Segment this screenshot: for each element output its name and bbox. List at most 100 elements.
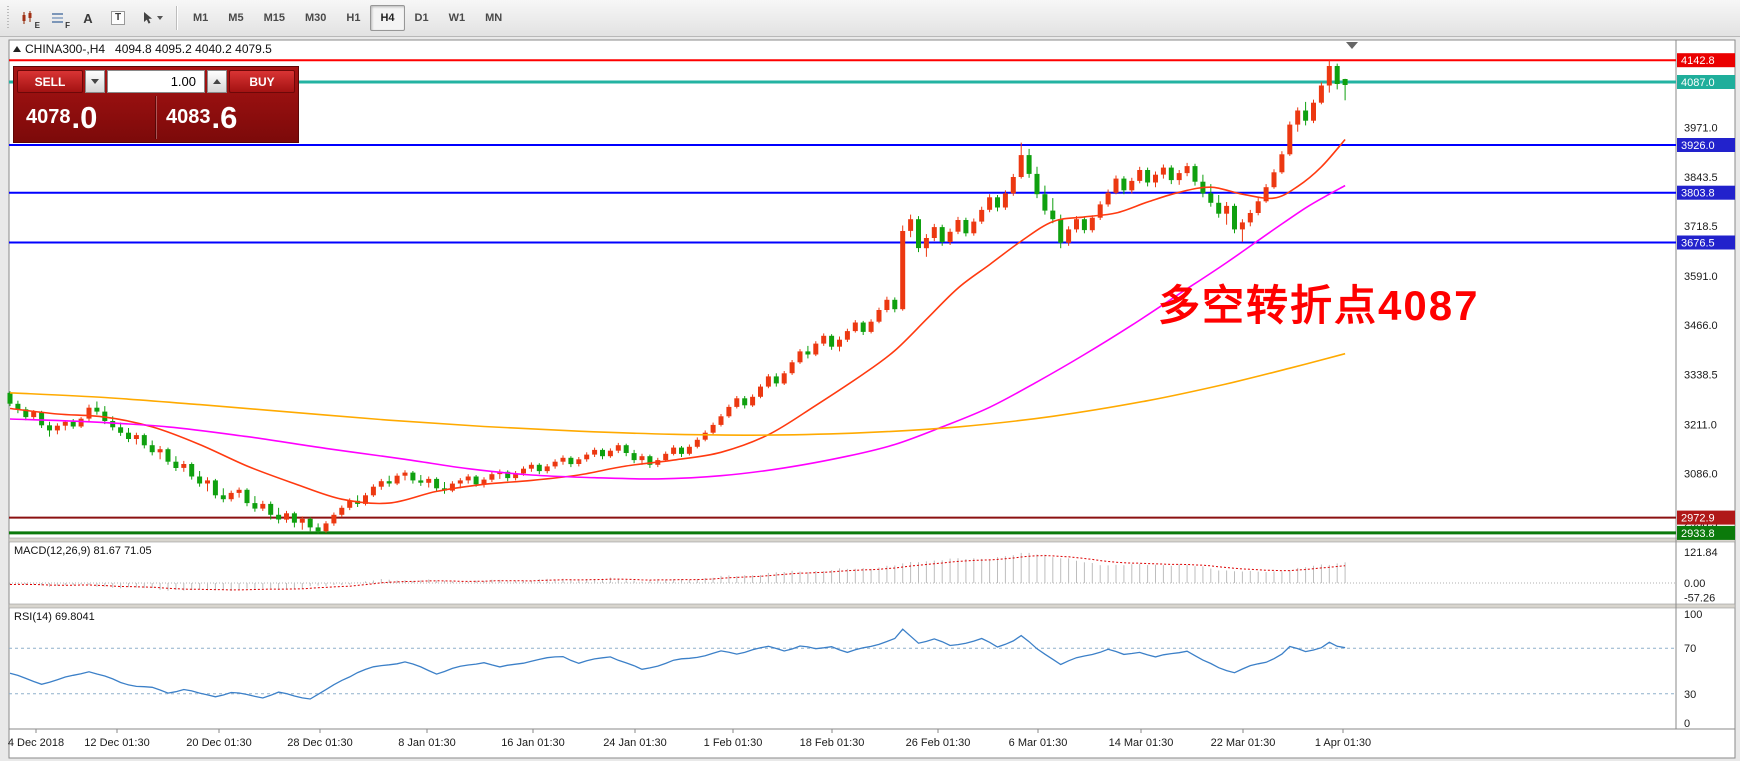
candle-body (386, 481, 392, 484)
candle-body (260, 503, 266, 509)
candle-body (584, 454, 590, 460)
candle-body (465, 476, 471, 481)
candle-body (773, 376, 779, 384)
candle-body (797, 351, 803, 363)
candle-body (1026, 155, 1032, 174)
text-label-icon: A (83, 10, 93, 26)
candle-body (1066, 229, 1072, 243)
candle-body (876, 310, 882, 322)
macd-axis-label: 121.84 (1684, 547, 1718, 559)
macd-signal-line (9, 555, 1346, 591)
candle-body (220, 495, 226, 500)
candle-body (94, 407, 100, 412)
one-click-trading-panel: SELL BUY 4078 .0 4083 .6 (13, 66, 299, 143)
price-badge-label: 2972.9 (1681, 513, 1715, 525)
candle-body (23, 409, 29, 418)
panel-splitter[interactable] (8, 537, 1736, 543)
candle-body (1255, 201, 1261, 213)
candle-body (331, 514, 337, 524)
candle-body (1042, 194, 1048, 211)
cursor-icon (143, 12, 152, 24)
candle-body (15, 403, 21, 410)
candle-body (1113, 178, 1119, 193)
price-display-row: 4078 .0 4083 .6 (17, 96, 295, 139)
price-tick-label: 3591.0 (1684, 271, 1718, 283)
rsi-axis-label: 100 (1684, 609, 1702, 621)
candle-body (1034, 173, 1040, 195)
price-badge (1677, 185, 1735, 200)
candle-body (1105, 192, 1111, 205)
price-badge (1677, 75, 1735, 89)
scroll-end-marker-icon[interactable] (1346, 42, 1358, 49)
icon-badge: E (34, 21, 40, 30)
candle-body (118, 427, 124, 433)
timeframe-button-m5[interactable]: M5 (218, 5, 253, 31)
candle-body (347, 500, 353, 508)
timeframe-button-m15[interactable]: M15 (254, 5, 295, 31)
candle-body (165, 449, 171, 462)
candle-body (323, 523, 329, 532)
volume-increase-button[interactable] (207, 70, 227, 93)
candle-body (513, 473, 519, 479)
candle-body (813, 343, 819, 355)
candle-body (765, 376, 771, 387)
panel-splitter[interactable] (8, 603, 1736, 609)
candle-body (639, 456, 645, 461)
candle-body (844, 331, 850, 340)
candle-body (39, 412, 45, 426)
sell-button[interactable]: SELL (17, 70, 83, 93)
timeframe-button-mn[interactable]: MN (475, 5, 512, 31)
candle-body (149, 445, 155, 453)
timeframe-button-m1[interactable]: M1 (183, 5, 218, 31)
price-tick-label: 3338.5 (1684, 370, 1718, 382)
chart-title: CHINA300-,H4 4094.8 4095.2 4040.2 4079.5 (13, 42, 272, 56)
timeframe-button-w1[interactable]: W1 (439, 5, 476, 31)
price-tick-label: 3718.5 (1684, 221, 1718, 233)
price-badge-label: 4142.8 (1681, 55, 1715, 67)
timeframe-button-h1[interactable]: H1 (336, 5, 370, 31)
candle-body (916, 219, 921, 249)
candle-body (173, 461, 179, 468)
price-tick-label: 3466.0 (1684, 320, 1718, 332)
cursor-tool-button[interactable] (134, 5, 170, 31)
time-label: 24 Jan 01:30 (603, 737, 667, 749)
candle-body (1208, 193, 1214, 203)
time-label: 4 Dec 2018 (8, 737, 64, 749)
candle-body (544, 466, 550, 472)
chart-background (8, 39, 1736, 759)
volume-decrease-button[interactable] (85, 70, 105, 93)
timeframe-button-h4[interactable]: H4 (370, 5, 405, 31)
timeframe-button-d1[interactable]: D1 (405, 5, 439, 31)
candle-body (78, 418, 84, 427)
candle-body (197, 476, 203, 484)
candlestick-chart-icon (22, 11, 32, 24)
candle-body (1018, 155, 1024, 177)
candle-body (1287, 124, 1293, 155)
timeframe-button-m30[interactable]: M30 (295, 5, 336, 31)
ask-pip-digits: .6 (211, 99, 238, 135)
time-axis: 4 Dec 2018 12 Dec 01:30 20 Dec 01:30 28 Dec… (8, 729, 1371, 749)
price-badge (1677, 525, 1735, 540)
candle-body (607, 450, 613, 457)
candle-body (931, 227, 937, 238)
price-badge (1677, 53, 1735, 68)
candle-body (1137, 170, 1143, 181)
candle-body (47, 425, 52, 431)
text-box-button[interactable]: T (104, 5, 132, 31)
candle-body (663, 453, 669, 461)
price-tick-label: 3211.0 (1684, 420, 1717, 432)
candle-body (212, 480, 218, 496)
candle-body (31, 412, 37, 418)
buy-button[interactable]: BUY (229, 70, 295, 93)
indicators-button[interactable]: E (14, 5, 42, 31)
levels-button[interactable]: F (44, 5, 72, 31)
toolbar-separator (176, 6, 178, 30)
volume-input[interactable] (107, 70, 205, 93)
candle-body (1153, 174, 1158, 183)
candle-body (284, 513, 289, 520)
candle-body (852, 322, 858, 332)
candle-body (268, 503, 274, 515)
macd-values: 81.67 71.05 (93, 545, 152, 557)
text-label-button[interactable]: A (74, 5, 102, 31)
